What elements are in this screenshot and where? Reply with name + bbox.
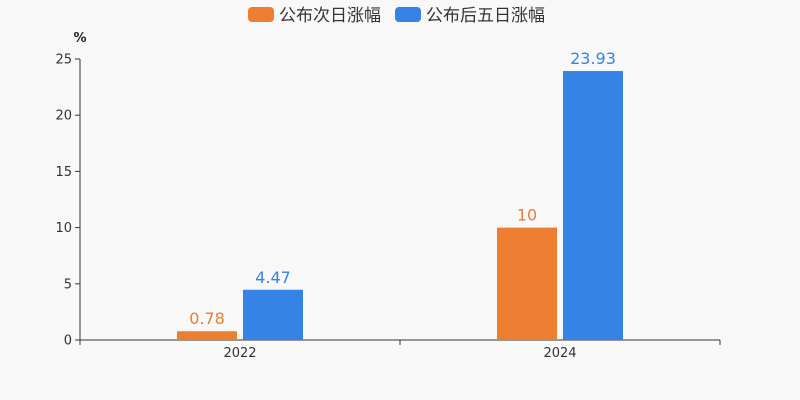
- data-label-2024-series-0: 10: [517, 206, 537, 225]
- bar-2024-series-0[interactable]: [497, 227, 557, 340]
- y-tick-label: 20: [55, 109, 72, 124]
- legend-item-0[interactable]: 公布次日涨幅: [248, 6, 381, 26]
- legend-swatch: [395, 7, 421, 22]
- legend: 公布次日涨幅 公布后五日涨幅: [248, 6, 545, 26]
- legend-swatch: [248, 7, 274, 22]
- y-tick-label: 0: [64, 334, 72, 349]
- y-axis-unit: %: [73, 31, 86, 46]
- legend-label: 公布次日涨幅: [279, 6, 381, 26]
- x-tick-label: 2022: [223, 346, 256, 361]
- x-tick-label: 2024: [543, 346, 576, 361]
- legend-item-1[interactable]: 公布后五日涨幅: [395, 6, 545, 26]
- y-tick-label: 5: [64, 277, 72, 292]
- legend-label: 公布后五日涨幅: [426, 6, 545, 26]
- bar-2024-series-1[interactable]: [563, 71, 623, 341]
- bar-2022-series-1[interactable]: [243, 289, 303, 340]
- y-tick-label: 10: [55, 221, 72, 236]
- data-label-2024-series-1: 23.93: [570, 49, 616, 68]
- data-label-2022-series-1: 4.47: [255, 268, 291, 287]
- bar-2022-series-0[interactable]: [177, 331, 237, 340]
- y-tick-label: 15: [55, 165, 72, 180]
- y-tick-label: 25: [55, 53, 72, 68]
- data-label-2022-series-0: 0.78: [189, 309, 225, 328]
- data-labels: 0.78 4.47 10 23.93: [189, 49, 616, 328]
- bars: [177, 71, 623, 341]
